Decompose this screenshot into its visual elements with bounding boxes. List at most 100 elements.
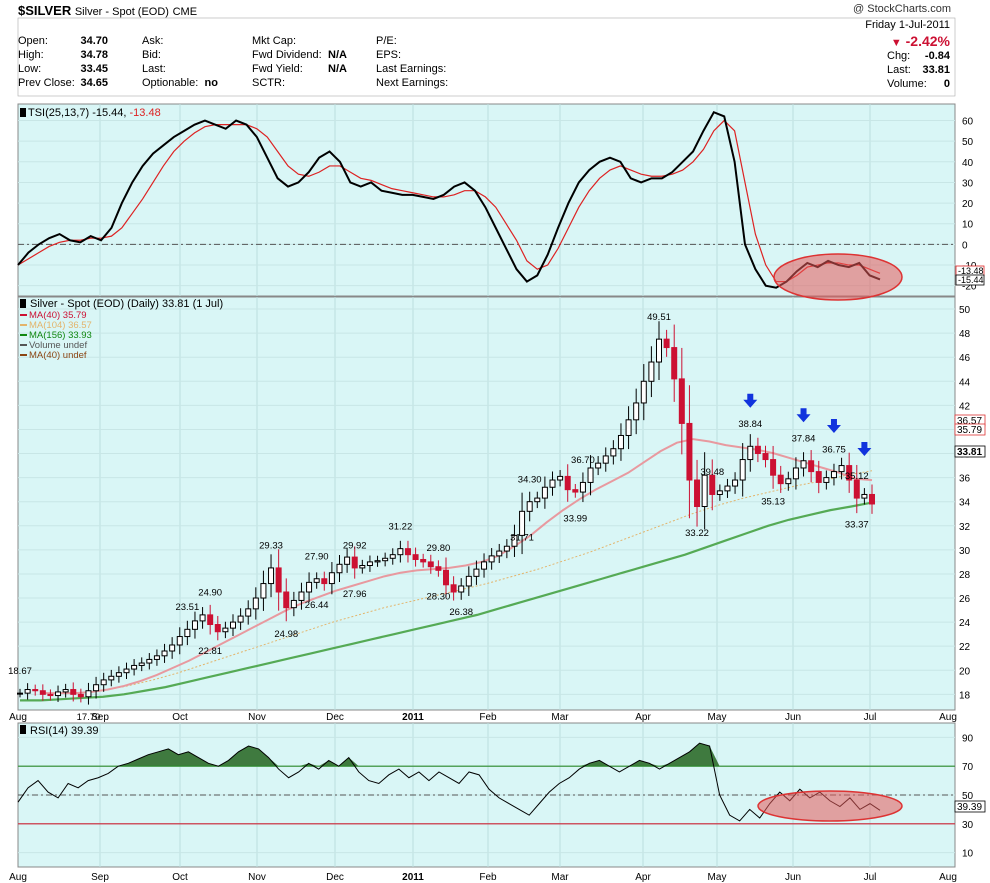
- price-candle-body: [245, 608, 252, 617]
- price-data-label: 23.51: [175, 602, 199, 613]
- price-candle-body: [830, 471, 837, 479]
- fundamental-label: Fwd Yield:: [252, 63, 303, 75]
- price-candle-body: [298, 591, 305, 601]
- price-y-tick-label: 50: [959, 305, 971, 316]
- price-candle-body: [131, 664, 138, 670]
- copyright: @ StockCharts.com: [853, 3, 951, 15]
- earnings-label: P/E:: [376, 35, 397, 47]
- x-tick-label: Aug: [939, 712, 957, 723]
- price-right-tag: 35.79: [957, 425, 982, 436]
- price-data-label: 26.38: [449, 607, 473, 618]
- price-candle-body: [268, 567, 275, 585]
- price-candle-body: [496, 550, 503, 557]
- x-tick-label: Dec: [326, 712, 344, 723]
- quote-date: Friday 1-Jul-2011: [865, 19, 950, 31]
- price-candle-body: [351, 556, 358, 569]
- price-candle-body: [625, 419, 632, 436]
- price-candle-body: [656, 338, 662, 363]
- price-data-label: 34.30: [518, 474, 542, 485]
- rsi-right-tag: 39.39: [957, 802, 982, 813]
- x-tick-label: Aug: [9, 872, 27, 883]
- price-candle-body: [808, 460, 815, 473]
- rsi-y-tick-label: 90: [962, 733, 974, 744]
- down-arrow-icon: [743, 393, 758, 408]
- fundamental-label: Fwd Dividend:: [252, 49, 322, 61]
- rsi-right-tag-box: [954, 800, 986, 813]
- price-candle-body: [541, 486, 548, 499]
- bidask-label: Bid:: [142, 49, 161, 61]
- price-candle-body: [17, 692, 23, 695]
- tsi-y-tick-label: 20: [962, 199, 974, 210]
- price-candle-body: [716, 490, 723, 495]
- price-y-tick-label: 32: [959, 522, 971, 533]
- rsi-y-tick-label: 10: [962, 849, 974, 860]
- bidask-label: Ask:: [142, 35, 164, 47]
- x-tick-label: Sep: [91, 712, 109, 723]
- price-data-label: 31.22: [388, 521, 412, 532]
- price-y-tick-label: 20: [959, 666, 971, 677]
- price-candle-body: [161, 650, 168, 657]
- price-candle-body: [481, 561, 488, 570]
- price-candle-body: [458, 585, 465, 593]
- tsi-legend-swatch: [20, 108, 26, 117]
- tsi-signal-line: [17, 119, 881, 283]
- price-y-tick-label: 42: [959, 401, 971, 412]
- price-candle-body: [579, 481, 586, 493]
- price-data-label: 49.51: [647, 312, 671, 323]
- price-candle-body: [617, 434, 624, 450]
- price-legend-title: Silver - Spot (EOD) (Daily) 33.81 (1 Jul…: [30, 298, 223, 310]
- bidask-label: Last:: [142, 63, 166, 75]
- price-data-label: 29.80: [427, 543, 451, 554]
- price-candle-body: [534, 497, 541, 503]
- price-candle-body: [838, 465, 845, 473]
- price-data-label: 17.70: [77, 712, 101, 723]
- price-candle-body: [290, 599, 297, 609]
- x-tick-label: Aug: [939, 872, 957, 883]
- price-candle-body: [336, 563, 343, 574]
- x-tick-label: Nov: [248, 872, 266, 883]
- price-candle-body: [519, 510, 526, 536]
- pct-change: ▼ -2.42%: [891, 33, 950, 49]
- price-candle-body: [747, 445, 754, 461]
- rsi-highlight-ellipse: [757, 790, 903, 822]
- tsi-legend-signal: -13.48: [130, 107, 161, 119]
- x-tick-label: Oct: [172, 872, 188, 883]
- price-candle-body: [633, 402, 640, 421]
- price-y-tick-label: 34: [959, 498, 971, 509]
- price-candle-body: [283, 591, 290, 609]
- price-candle-body: [32, 689, 39, 692]
- price-candle-body: [564, 475, 571, 491]
- x-tick-label: Feb: [479, 712, 497, 723]
- price-candle-body: [77, 693, 84, 698]
- price-data-label: 28.30: [427, 592, 451, 603]
- price-y-tick-label: 18: [959, 690, 971, 701]
- price-y-tick-label: 46: [959, 353, 971, 364]
- price-data-label: 36.70: [571, 455, 595, 466]
- price-candle-body: [488, 555, 495, 563]
- price-candle-body: [184, 628, 191, 638]
- tsi-line: [17, 111, 881, 289]
- price-data-label: 33.22: [685, 528, 709, 539]
- price-candle-body: [595, 462, 602, 469]
- pct-change-value: -2.42%: [905, 33, 950, 49]
- x-tick-label: Aug: [9, 712, 27, 723]
- price-candle-body: [412, 554, 419, 560]
- quote-label: Prev Close:: [18, 77, 75, 89]
- price-candle-body: [404, 548, 411, 556]
- price-data-label: 38.84: [738, 419, 762, 430]
- price-candle-body: [465, 575, 472, 587]
- tsi-legend: TSI(25,13,7) -15.44, -13.48: [28, 107, 161, 119]
- x-tick-label: Jun: [785, 712, 801, 723]
- price-candle-body: [153, 655, 160, 660]
- price-data-label: 22.81: [198, 646, 222, 657]
- price-y-tick-label: 36: [959, 474, 971, 485]
- tsi-y-tick-label: 30: [962, 178, 974, 189]
- price-data-label: 33.99: [563, 513, 587, 524]
- down-arrow-icon: [796, 408, 811, 423]
- x-tick-label: Mar: [551, 712, 569, 723]
- price-candle-body: [800, 460, 807, 469]
- summary-label: Volume:: [887, 78, 927, 90]
- price-legend-item: MA(156) 33.93: [29, 330, 92, 341]
- x-tick-label: Oct: [172, 712, 188, 723]
- tsi-y-tick-label: -20: [962, 282, 977, 293]
